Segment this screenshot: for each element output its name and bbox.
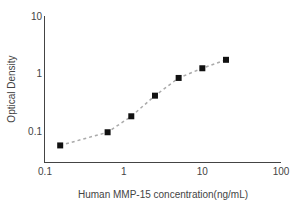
svg-text:1: 1: [121, 166, 127, 177]
svg-text:0.1: 0.1: [28, 126, 42, 137]
svg-text:1: 1: [36, 68, 42, 79]
svg-text:0.1: 0.1: [38, 166, 52, 177]
svg-text:100: 100: [273, 166, 290, 177]
svg-text:10: 10: [31, 11, 43, 22]
svg-text:Human MMP-15 concentration(ng/: Human MMP-15 concentration(ng/mL): [78, 189, 248, 200]
svg-text:10: 10: [197, 166, 209, 177]
svg-text:Optical Density: Optical Density: [6, 55, 17, 122]
